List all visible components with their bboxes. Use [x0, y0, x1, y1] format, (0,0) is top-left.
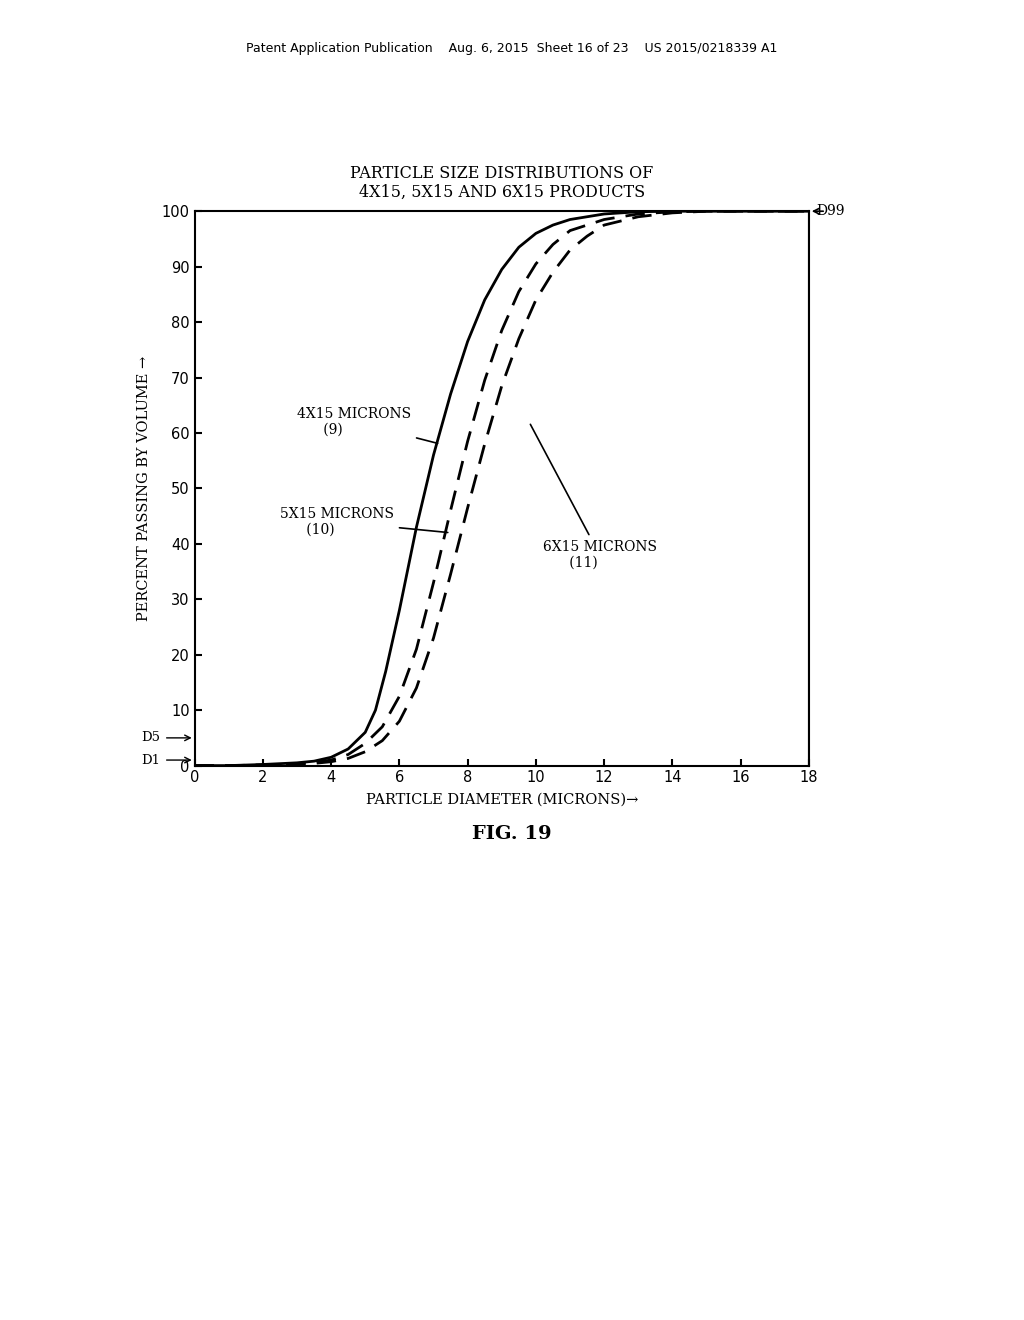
Y-axis label: PERCENT PASSING BY VOLUME →: PERCENT PASSING BY VOLUME →	[136, 356, 151, 620]
Text: FIG. 19: FIG. 19	[472, 825, 552, 843]
Title: PARTICLE SIZE DISTRIBUTIONS OF
4X15, 5X15 AND 6X15 PRODUCTS: PARTICLE SIZE DISTRIBUTIONS OF 4X15, 5X1…	[350, 165, 653, 202]
Text: 4X15 MICRONS
      (9): 4X15 MICRONS (9)	[297, 407, 437, 444]
Text: D5: D5	[141, 731, 161, 744]
Text: Patent Application Publication    Aug. 6, 2015  Sheet 16 of 23    US 2015/021833: Patent Application Publication Aug. 6, 2…	[247, 42, 777, 55]
Text: D99: D99	[816, 205, 844, 218]
Text: 6X15 MICRONS
      (11): 6X15 MICRONS (11)	[530, 424, 656, 570]
Text: 5X15 MICRONS
      (10): 5X15 MICRONS (10)	[280, 507, 447, 537]
Text: D1: D1	[141, 754, 161, 767]
X-axis label: PARTICLE DIAMETER (MICRONS)→: PARTICLE DIAMETER (MICRONS)→	[366, 792, 638, 807]
